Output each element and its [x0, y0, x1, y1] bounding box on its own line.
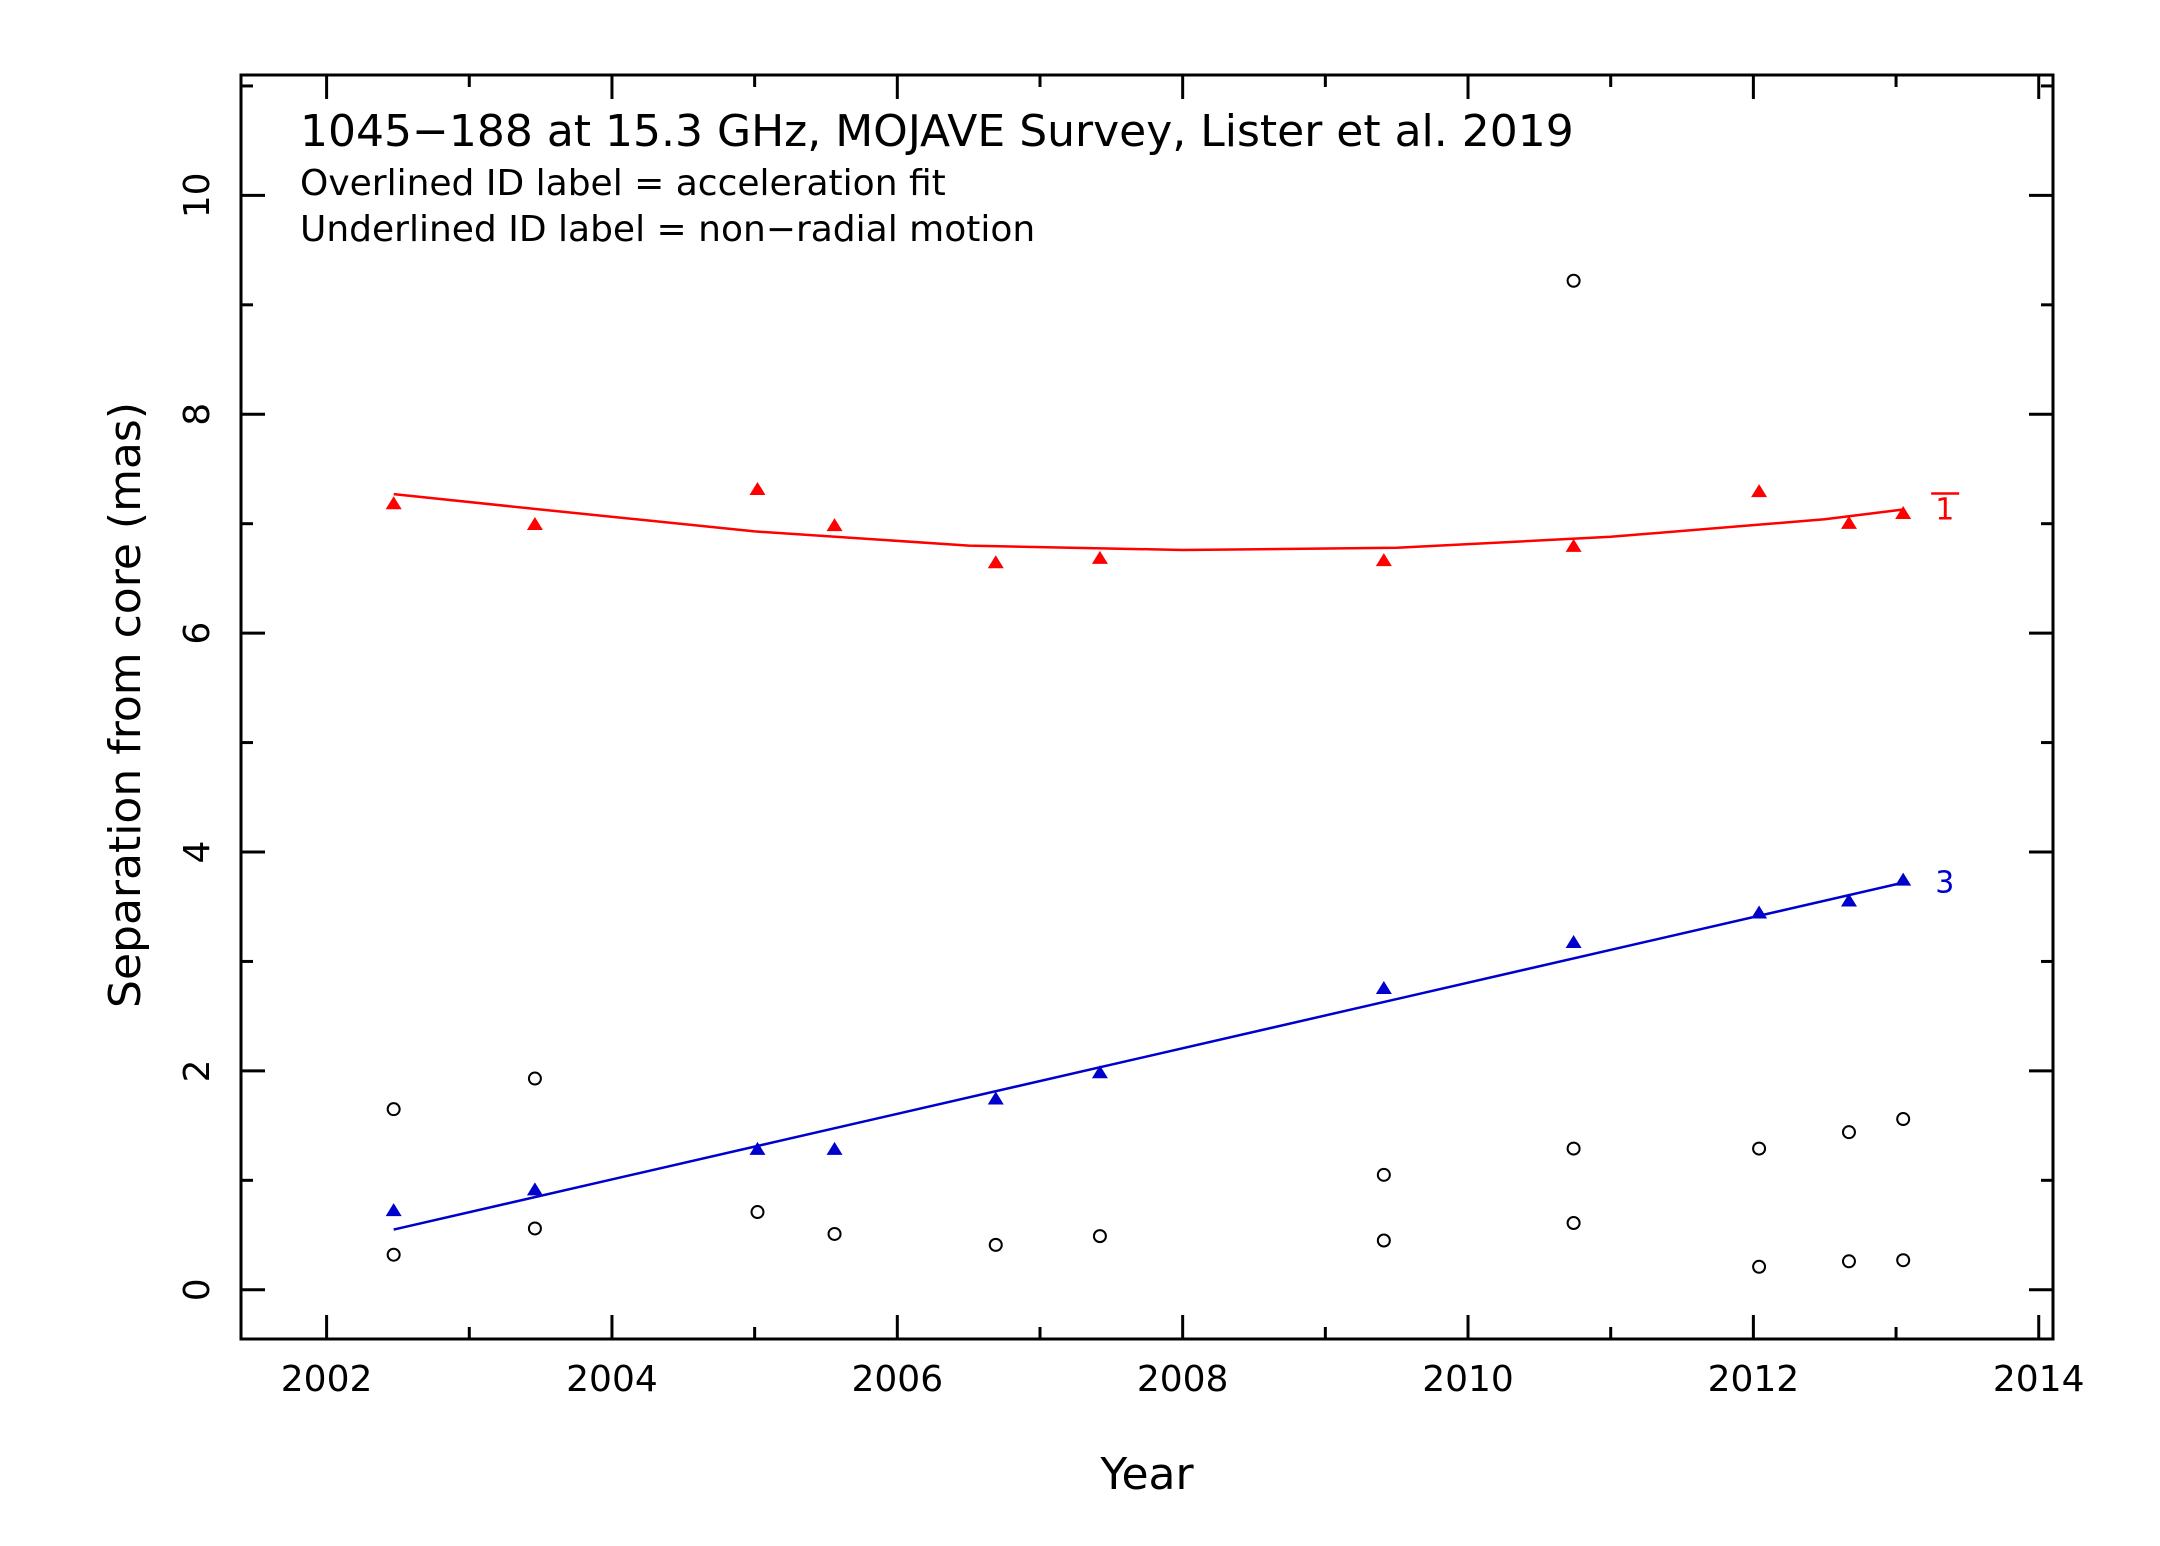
x-axis-title: Year — [1099, 1449, 1194, 1500]
data-point — [1566, 1141, 1581, 1156]
data-point — [987, 1091, 1004, 1105]
y-tick-label: 10 — [177, 172, 218, 218]
data-point — [827, 1226, 842, 1241]
x-tick-label: 2012 — [1708, 1359, 1800, 1400]
data-point — [527, 1221, 542, 1236]
series-label: 1 — [1935, 492, 1954, 527]
data-point — [1092, 1229, 1107, 1244]
data-point — [1375, 981, 1392, 995]
data-point — [1566, 273, 1581, 288]
data-point — [1565, 538, 1582, 552]
data-point — [1091, 550, 1108, 564]
data-point — [1751, 484, 1768, 498]
data-point — [385, 496, 402, 510]
data-point — [386, 1102, 401, 1117]
series-label: 3 — [1935, 866, 1954, 901]
data-point — [987, 555, 1004, 569]
y-tick-label: 4 — [177, 841, 218, 864]
data-point — [988, 1237, 1003, 1252]
chart-title: 1045−188 at 15.3 GHz, MOJAVE Survey, Lis… — [300, 106, 1574, 157]
data-point — [1375, 553, 1392, 567]
data-point — [1752, 1141, 1767, 1156]
data-point — [1841, 1125, 1856, 1140]
data-point — [1896, 1253, 1911, 1268]
data-point — [527, 1071, 542, 1086]
y-tick-label: 6 — [177, 622, 218, 645]
y-ticks: 0 2 4 6 8 10 — [177, 84, 2053, 1301]
fit-line-series-1 — [393, 492, 1904, 552]
data-point — [1751, 905, 1768, 919]
data-point — [1565, 935, 1582, 949]
x-ticks: 2002 2004 2006 2008 2010 2012 2014 — [281, 75, 2085, 1400]
x-tick-label: 2010 — [1422, 1359, 1514, 1400]
fit-line-series-3 — [393, 881, 1904, 1231]
data-point — [750, 1205, 765, 1220]
data-point — [526, 516, 543, 530]
data-point — [1840, 893, 1857, 907]
y-tick-label: 2 — [177, 1059, 218, 1082]
data-point — [826, 518, 843, 532]
data-point — [386, 1247, 401, 1262]
x-tick-label: 2006 — [852, 1359, 944, 1400]
data-point — [1752, 1259, 1767, 1274]
data-points — [385, 273, 1912, 1274]
data-point — [749, 481, 766, 495]
x-tick-label: 2004 — [566, 1359, 658, 1400]
data-point — [1895, 872, 1912, 886]
x-tick-label: 2008 — [1137, 1359, 1229, 1400]
data-point — [1841, 1254, 1856, 1269]
data-point — [1091, 1065, 1108, 1079]
x-tick-label: 2014 — [1993, 1359, 2085, 1400]
x-tick-label: 2002 — [281, 1359, 373, 1400]
data-point — [1376, 1167, 1391, 1182]
data-point — [826, 1141, 843, 1155]
data-point — [1896, 1112, 1911, 1127]
data-point — [1840, 515, 1857, 529]
fit-lines — [393, 492, 1904, 1231]
data-point — [1566, 1215, 1581, 1230]
y-tick-label: 0 — [177, 1278, 218, 1301]
data-point — [749, 1141, 766, 1155]
y-axis-title: Separation from core (mas) — [100, 402, 151, 1008]
chart-note-overline: Overlined ID label = acceleration fit — [300, 163, 946, 204]
chart-note-underline: Underlined ID label = non−radial motion — [300, 209, 1035, 250]
data-point — [1895, 506, 1912, 520]
y-tick-label: 8 — [177, 403, 218, 426]
plot-frame — [239, 73, 2055, 1341]
data-point — [526, 1182, 543, 1196]
data-point — [385, 1203, 402, 1217]
series-labels: 13 — [1931, 492, 1960, 901]
data-point — [1376, 1233, 1391, 1248]
